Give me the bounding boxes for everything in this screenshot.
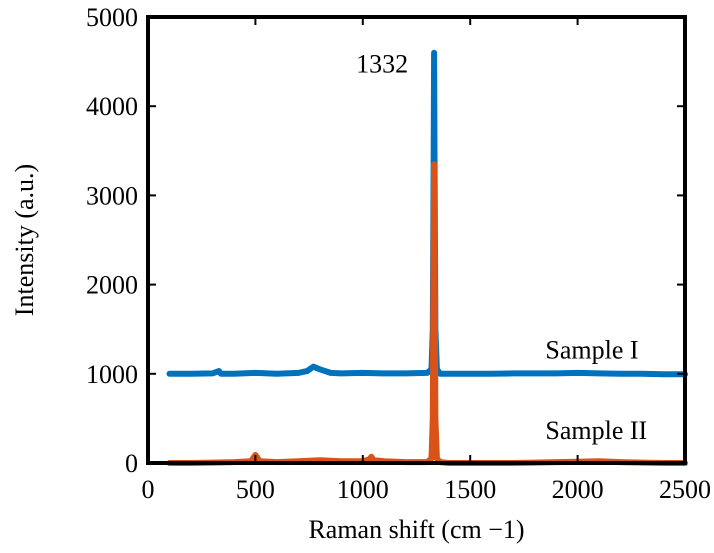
series-label: Sample I [545, 336, 638, 365]
x-tick-label: 1000 [337, 475, 389, 504]
x-axis-title: Raman shift (cm −1) [308, 515, 524, 544]
y-tick-label: 2000 [86, 271, 138, 300]
y-axis-title: Intensity (a.u.) [10, 164, 39, 316]
y-tick-label: 0 [125, 449, 138, 478]
y-tick-label: 4000 [86, 92, 138, 121]
y-tick-label: 1000 [86, 360, 138, 389]
plot-frame [146, 15, 687, 465]
y-tick-label: 3000 [86, 181, 138, 210]
y-tick-label: 5000 [86, 3, 138, 32]
x-tick-label: 0 [142, 475, 155, 504]
x-tick-label: 500 [236, 475, 275, 504]
peak-annotation: 1332 [356, 50, 408, 79]
x-tick-label: 1500 [444, 475, 496, 504]
tick-layer: 0 500 1000 1500 2000 2500 0 1000 2000 3000 4000 500… [86, 3, 711, 504]
series-label: Sample II [545, 416, 647, 445]
label-layer: 1332 Sample I Sample II [356, 50, 647, 445]
x-tick-label: 2000 [552, 475, 604, 504]
x-tick-label: 2500 [659, 475, 711, 504]
